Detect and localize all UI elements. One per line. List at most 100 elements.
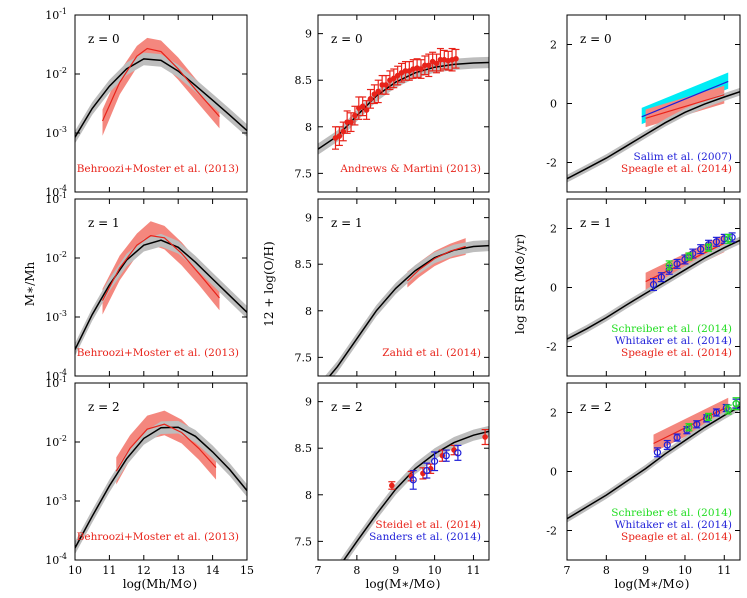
data-point [425, 53, 433, 78]
data-point [649, 278, 658, 292]
y-tick-label: -2 [546, 341, 557, 354]
x-tick-label: 7 [315, 564, 322, 577]
data-point [382, 74, 390, 95]
data-point-2-marker [685, 423, 693, 431]
data-point-marker [482, 434, 488, 440]
data-point-2-marker [724, 235, 732, 243]
y-tick-exponent: -3 [59, 125, 67, 134]
data-point-marker [693, 420, 701, 428]
x-tick-label: 15 [240, 564, 254, 577]
legend-entry: Sanders et al. (2014) [369, 531, 481, 543]
ylabel-mzr: 12 + log(O/H) [262, 241, 276, 326]
data-point [347, 112, 355, 133]
xlabel-sfms: log(M∗/M⊙) [615, 577, 690, 591]
y-tick-label: 0 [550, 282, 557, 295]
data-point-2 [409, 469, 417, 490]
y-tick-label: 10-1 [45, 375, 67, 390]
y-tick-base: 10 [45, 252, 59, 265]
data-point-marker [653, 448, 662, 456]
data-point-marker [453, 55, 459, 62]
data-point [390, 68, 398, 89]
model-line [75, 58, 247, 138]
data-point-2 [685, 423, 693, 432]
data-point-2 [724, 404, 732, 415]
model-band [75, 233, 247, 356]
y-tick-exponent: -2 [59, 434, 67, 443]
legend-entry: Behroozi+Moster et al. (2013) [77, 531, 239, 543]
y-tick-label: 2 [550, 407, 557, 420]
y-tick-label: 2 [550, 39, 557, 52]
y-tick-base: 10 [45, 68, 59, 81]
data-point-2 [724, 233, 732, 244]
model-band [340, 425, 489, 560]
data-point [394, 65, 402, 86]
y-tick-label: 10-4 [45, 552, 67, 567]
data-point-marker [712, 408, 721, 417]
redshift-label: z = 1 [580, 216, 612, 230]
y-tick-label: 9 [305, 212, 312, 225]
y-tick-label: 9 [305, 28, 312, 41]
data-point-marker [649, 280, 658, 289]
data-point [429, 51, 437, 72]
redshift-label: z = 1 [88, 216, 120, 230]
data-point [712, 408, 721, 417]
model-line [342, 430, 489, 560]
data-point-marker [389, 482, 395, 489]
data-point-2 [685, 252, 693, 261]
y-tick-base: 10 [45, 193, 59, 206]
legend-entry: Whitaker et al. (2014) [615, 519, 732, 531]
model-line [328, 244, 489, 376]
data-point-2 [732, 397, 740, 411]
data-point-2-marker [430, 457, 439, 465]
data-point [409, 59, 417, 79]
axes-frame [317, 198, 490, 377]
y-tick-base: 10 [45, 370, 59, 383]
legend-entry: Schreiber et al. (2014) [611, 323, 732, 335]
y-tick-label: 8.5 [295, 74, 313, 87]
y-tick-exponent: -3 [59, 493, 67, 502]
y-tick-label: 10-3 [45, 125, 67, 140]
y-tick-exponent: -1 [59, 375, 67, 384]
data-point-marker [728, 233, 736, 241]
y-tick-label: 7.5 [295, 535, 313, 548]
data-point-marker [371, 91, 378, 97]
model-band [75, 420, 247, 555]
y-tick-base: 10 [45, 436, 59, 449]
x-tick-label: 14 [206, 564, 220, 577]
x-tick-label: 11 [717, 564, 731, 577]
y-tick-base: 10 [45, 495, 59, 508]
axes-frame [74, 382, 248, 561]
y-tick-label: 8 [305, 489, 312, 502]
axes-frame [317, 382, 490, 561]
x-tick-label: 10 [68, 564, 82, 577]
data-point-marker [720, 235, 728, 243]
x-tick-label: 7 [564, 564, 571, 577]
plot-area [318, 47, 489, 155]
y-tick-label: -2 [546, 157, 557, 170]
axes-frame [74, 14, 248, 193]
y-tick-label: 10-2 [45, 66, 67, 81]
obs-line [101, 47, 220, 122]
data-point-marker [340, 128, 347, 135]
ylabel-smhm: M∗/Mh [23, 261, 37, 306]
legend-entry: Schreiber et al. (2014) [611, 507, 732, 519]
obs-line [115, 423, 217, 472]
y-tick-exponent: -2 [59, 66, 67, 75]
data-point [712, 236, 721, 247]
data-point-marker [383, 82, 389, 88]
data-point [370, 84, 378, 105]
data-point-marker [348, 119, 354, 125]
y-tick-exponent: -4 [59, 552, 67, 561]
data-point [374, 79, 382, 104]
data-point-marker [390, 75, 397, 82]
plot-area [567, 397, 740, 523]
data-point [343, 110, 351, 134]
data-point [673, 433, 681, 442]
data-point-2 [665, 260, 673, 271]
redshift-label: z = 0 [580, 32, 612, 46]
plot-area [567, 232, 740, 343]
data-point-2-marker [704, 244, 713, 252]
data-point-marker [363, 107, 370, 113]
y-tick-label: 8 [305, 121, 312, 134]
